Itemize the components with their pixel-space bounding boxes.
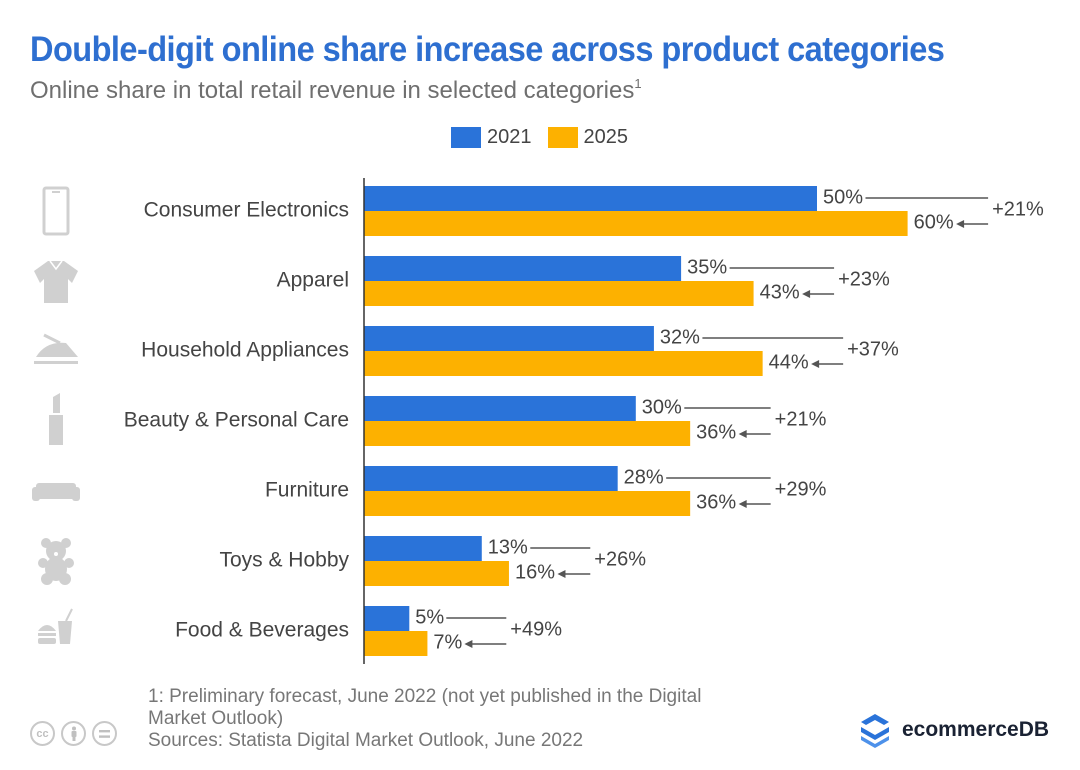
- brand-name: ecommerceDB: [902, 718, 1050, 741]
- arrow-head-icon: [738, 430, 747, 438]
- arrow-head-icon: [802, 290, 811, 298]
- value-label-2021: 30%: [642, 396, 682, 418]
- bar-2021: [364, 256, 682, 281]
- category-label: Apparel: [277, 269, 349, 292]
- growth-label: +21%: [775, 408, 827, 430]
- value-label-2021: 13%: [488, 536, 528, 558]
- category-label: Toys & Hobby: [219, 549, 349, 572]
- bar-2021: [364, 186, 817, 211]
- bar-2025: [364, 491, 691, 516]
- fast-food-icon: [38, 608, 73, 644]
- value-label-2025: 7%: [433, 631, 462, 653]
- value-label-2021: 35%: [687, 256, 727, 278]
- bar-2025: [364, 211, 908, 236]
- value-label-2021: 32%: [660, 326, 700, 348]
- no-derivatives-icon: [92, 721, 117, 746]
- teddy-bear-icon: [38, 538, 74, 585]
- category-label: Furniture: [265, 479, 349, 502]
- attribution-icon: [61, 721, 86, 746]
- bar-2021: [364, 466, 618, 491]
- legend-swatch-2021: [451, 127, 481, 148]
- source-line: Sources: Statista Digital Market Outlook…: [148, 730, 584, 751]
- arrow-head-icon: [464, 640, 473, 648]
- lipstick-icon: [49, 393, 63, 445]
- growth-label: +37%: [847, 338, 899, 360]
- category-label: Food & Beverages: [175, 619, 349, 642]
- category-label: Beauty & Personal Care: [124, 409, 349, 432]
- license-icons: cc: [30, 721, 117, 746]
- arrow-head-icon: [956, 220, 965, 228]
- category-label: Consumer Electronics: [144, 199, 349, 222]
- iron-icon: [34, 333, 78, 364]
- value-label-2021: 28%: [624, 466, 664, 488]
- category-label: Household Appliances: [141, 339, 349, 362]
- footnote-line-1: 1: Preliminary forecast, June 2022 (not …: [148, 686, 702, 707]
- subtitle-text: Online share in total retail revenue in …: [30, 77, 635, 104]
- arrow-head-icon: [811, 360, 820, 368]
- value-label-2021: 50%: [823, 186, 863, 208]
- bar-2025: [364, 281, 754, 306]
- bar-2025: [364, 561, 509, 586]
- legend: 2021 2025: [451, 126, 636, 149]
- value-label-2025: 44%: [769, 351, 809, 373]
- shirt-icon: [34, 260, 78, 303]
- brand-logo: ecommerceDB: [858, 712, 1049, 748]
- value-label-2025: 43%: [760, 281, 800, 303]
- legend-label-2021: 2021: [487, 126, 532, 148]
- legend-swatch-2025: [547, 127, 578, 148]
- value-label-2025: 36%: [696, 421, 736, 443]
- value-label-2021: 5%: [415, 606, 444, 628]
- value-label-2025: 36%: [696, 491, 736, 513]
- creative-commons-icon: cc: [30, 721, 55, 746]
- legend-label-2025: 2025: [583, 126, 629, 148]
- value-label-2025: 60%: [914, 211, 954, 233]
- legend-item-2021: 2021: [451, 126, 532, 149]
- bar-2021: [364, 606, 410, 631]
- chart-title: Double-digit online share increase acros…: [30, 30, 945, 69]
- ecommercedb-logo-icon: [861, 714, 889, 748]
- legend-item-2025: 2025: [547, 126, 629, 149]
- growth-label: +21%: [992, 198, 1044, 220]
- bar-2021: [364, 536, 482, 561]
- bar-2021: [364, 396, 636, 421]
- arrow-head-icon: [738, 500, 747, 508]
- growth-label: +23%: [838, 268, 890, 290]
- footnote-line-2: Market Outlook): [148, 708, 284, 729]
- footer-notes: 1: Preliminary forecast, June 2022 (not …: [148, 686, 701, 752]
- arrow-head-icon: [557, 570, 566, 578]
- bar-2021: [364, 326, 654, 351]
- subtitle-footnote-marker: 1: [634, 76, 642, 91]
- value-label-2025: 16%: [515, 561, 555, 583]
- chart-subtitle: Online share in total retail revenue in …: [30, 76, 642, 105]
- growth-label: +49%: [510, 618, 562, 640]
- sofa-icon: [32, 483, 80, 501]
- growth-label: +26%: [594, 548, 646, 570]
- bar-2025: [364, 631, 428, 656]
- bar-2025: [364, 351, 763, 376]
- smartphone-icon: [42, 186, 70, 236]
- bar-2025: [364, 421, 691, 446]
- growth-label: +29%: [775, 478, 827, 500]
